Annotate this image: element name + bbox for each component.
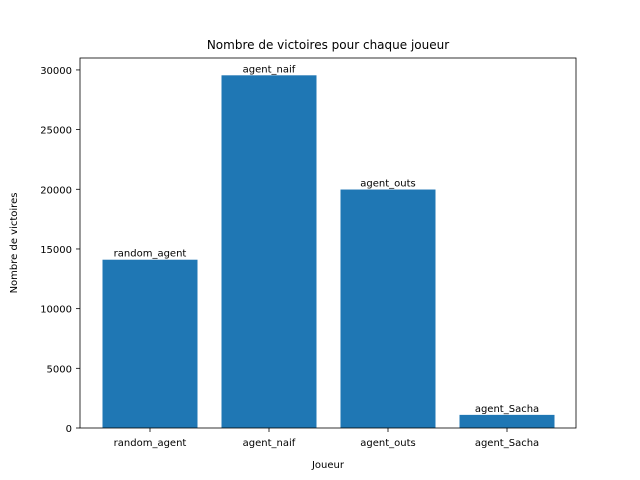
y-tick-label-20000: 20000 (40, 185, 72, 196)
bar-agent_Sacha (459, 414, 555, 428)
x-tick-label-random_agent: random_agent (114, 438, 187, 449)
y-tick-label-10000: 10000 (40, 305, 72, 316)
x-tick-label-agent_outs: agent_outs (360, 438, 415, 449)
bar-label-agent_outs: agent_outs (360, 179, 415, 190)
y-tick-label-0: 0 (66, 424, 72, 435)
chart-title: Nombre de victoires pour chaque joueur (207, 38, 449, 52)
bar-random_agent (102, 259, 198, 428)
bar-agent_outs (340, 189, 436, 428)
x-axis-label: Joueur (311, 460, 345, 471)
bars-group (102, 75, 555, 428)
bar-label-agent_Sacha: agent_Sacha (475, 404, 539, 415)
bar-agent_naif (221, 75, 317, 428)
bar-label-agent_naif: agent_naif (243, 64, 296, 75)
plot-frame (79, 57, 577, 429)
y-tick-label-25000: 25000 (40, 126, 72, 137)
bar-labels-group: random_agent agent_naif agent_outs agent_Sa… (114, 64, 540, 415)
x-tick-label-agent_naif: agent_naif (243, 438, 296, 449)
y-axis-label: Nombre de victoires (9, 193, 20, 294)
x-tick-label-agent_Sacha: agent_Sacha (475, 438, 539, 449)
x-axis: random_agent agent_naif agent_outs agent_Sa… (114, 428, 539, 449)
y-tick-label-5000: 5000 (47, 364, 72, 375)
y-tick-label-15000: 15000 (40, 245, 72, 256)
bar-label-random_agent: random_agent (114, 249, 187, 260)
y-axis: 0 5000 10000 15000 20000 25000 30000 (40, 66, 80, 435)
y-tick-label-30000: 30000 (40, 66, 72, 77)
